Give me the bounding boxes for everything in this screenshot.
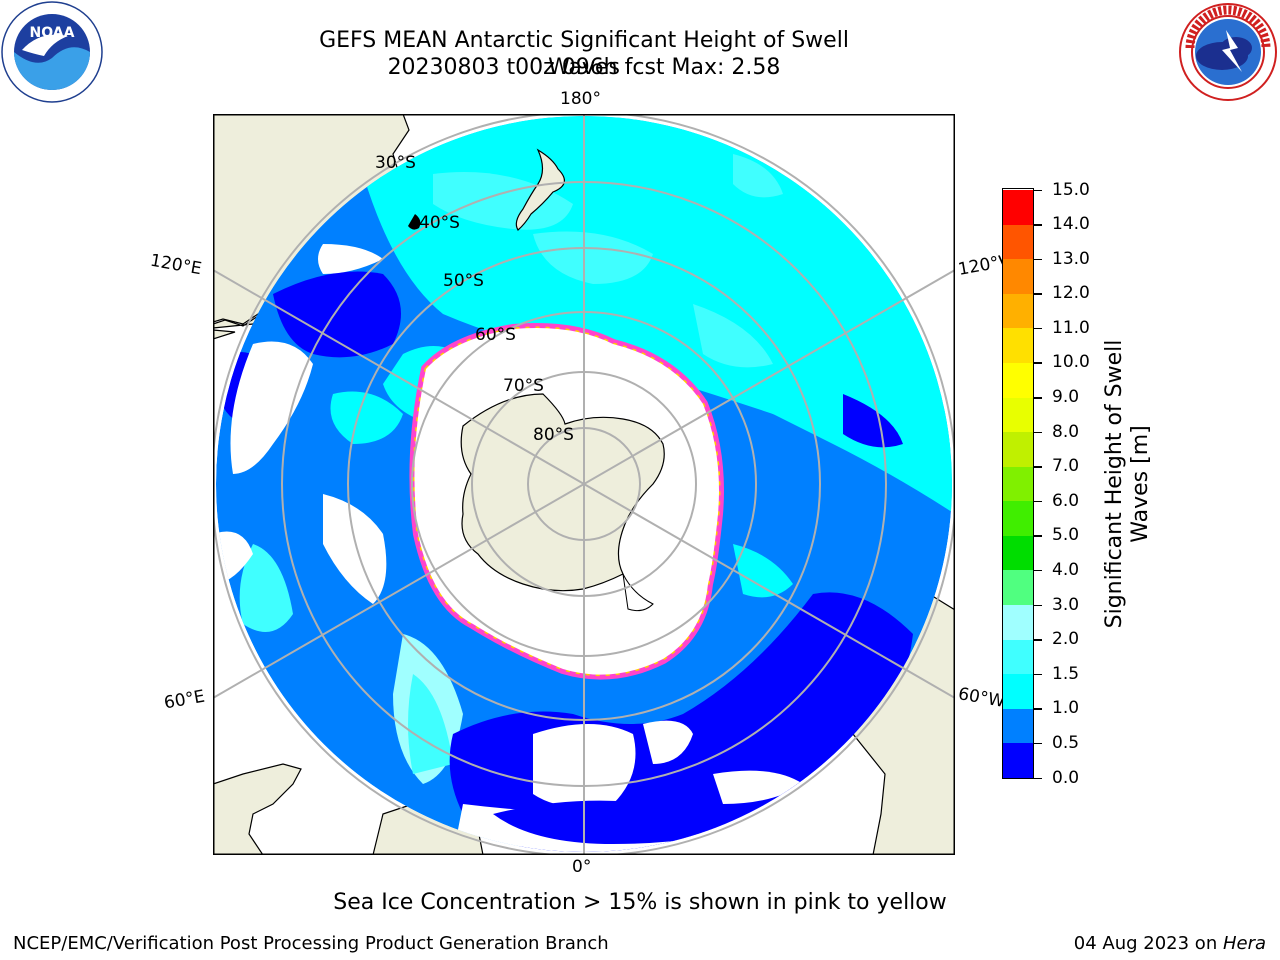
colorbar-tick-label: 1.5 (1052, 663, 1080, 684)
lat-label-50s: 50°S (443, 271, 484, 291)
lon-label-60w: 60°W (956, 684, 1007, 712)
colorbar-tick (1034, 639, 1042, 641)
colorbar-tick (1034, 466, 1042, 468)
lat-label-70s: 70°S (503, 376, 544, 396)
colorbar-title-line1: Significant Height of Swell (1102, 339, 1127, 629)
polar-stereographic-map: 30°S 40°S 50°S 60°S 70°S 80°S (213, 114, 955, 855)
noaa-logo: NOAA (1, 1, 103, 103)
colorbar-tick-label: 14.0 (1052, 214, 1090, 235)
colorbar-segment (1003, 258, 1033, 294)
colorbar-tick (1034, 708, 1042, 710)
chart-subtitle: 20230803 t00z 096h fcst Max: 2.58 (387, 55, 781, 80)
colorbar-segment (1003, 466, 1033, 502)
colorbar-segment (1003, 500, 1033, 536)
colorbar-tick (1034, 604, 1042, 607)
colorbar-tick-label: 2.0 (1052, 629, 1080, 650)
footer-credit: NCEP/EMC/Verification Post Processing Pr… (13, 933, 609, 954)
colorbar-tick (1034, 258, 1042, 261)
colorbar-tick-label: 10.0 (1052, 352, 1090, 373)
colorbar-tick-label: 4.0 (1052, 559, 1080, 580)
colorbar-tick (1034, 742, 1042, 745)
nws-logo (1179, 3, 1277, 101)
colorbar-segment (1003, 708, 1033, 744)
colorbar-segment (1003, 293, 1033, 329)
noaa-logo-text: NOAA (30, 25, 75, 41)
lat-label-40s: 40°S (419, 213, 460, 233)
lon-label-180: 180° (560, 89, 601, 109)
colorbar-tick (1034, 431, 1042, 434)
colorbar-title-line2: Waves [m] (1128, 425, 1153, 543)
chart-title: GEFS MEAN Antarctic Significant Height o… (319, 28, 849, 80)
colorbar-tick (1034, 397, 1042, 399)
colorbar-tick (1034, 224, 1042, 226)
colorbar-segment (1003, 189, 1033, 225)
colorbar-segment (1003, 639, 1033, 675)
footer-date-text: 04 Aug 2023 on (1073, 933, 1223, 954)
colorbar-tick-label: 1.0 (1052, 698, 1080, 719)
footer-host: Hera (1222, 933, 1266, 954)
colorbar-segment (1003, 224, 1033, 260)
colorbar-tick (1034, 327, 1042, 330)
colorbar-tick-label: 5.0 (1052, 525, 1080, 546)
colorbar-segment (1003, 327, 1033, 363)
colorbar-segment (1003, 569, 1033, 606)
colorbar-segment (1003, 431, 1033, 467)
sea-ice-note: Sea Ice Concentration > 15% is shown in … (333, 890, 947, 915)
colorbar-tick-label: 9.0 (1052, 387, 1080, 408)
colorbar-title: Significant Height of Swell Waves [m] (1102, 340, 1154, 629)
colorbar-tick-label: 12.0 (1052, 283, 1090, 304)
colorbar-tick (1034, 189, 1042, 191)
colorbar-segment (1003, 604, 1033, 640)
colorbar-tick-label: 11.0 (1052, 317, 1090, 338)
colorbar-segment (1003, 742, 1033, 778)
colorbar-tick-label: 0.5 (1052, 732, 1080, 753)
lat-label-30s: 30°S (375, 153, 416, 173)
colorbar-segment (1003, 673, 1033, 709)
map-frame (213, 114, 955, 855)
colorbar-segment (1003, 397, 1033, 433)
lon-label-0: 0° (572, 857, 592, 877)
colorbar-tick (1034, 535, 1042, 537)
footer-date: 04 Aug 2023 on Hera (1074, 933, 1266, 954)
colorbar-tick (1034, 293, 1042, 295)
colorbar-tick-label: 6.0 (1052, 490, 1080, 511)
colorbar-tick-label: 7.0 (1052, 456, 1080, 477)
colorbar-tick (1034, 569, 1042, 572)
lat-label-60s: 60°S (475, 325, 516, 345)
colorbar-tick (1034, 777, 1042, 779)
lon-label-60e: 60°E (162, 686, 207, 714)
colorbar-tick (1034, 673, 1042, 676)
colorbar-tick-label: 15.0 (1052, 179, 1090, 200)
lon-label-120e: 120°E (148, 250, 204, 280)
colorbar-tick (1034, 362, 1042, 364)
colorbar-tick-label: 0.0 (1052, 767, 1080, 788)
colorbar-segment (1003, 535, 1033, 571)
graticule (213, 114, 955, 855)
colorbar-tick-label: 8.0 (1052, 421, 1080, 442)
colorbar (1002, 188, 1034, 779)
colorbar-segment (1003, 362, 1033, 398)
colorbar-tick-label: 13.0 (1052, 248, 1090, 269)
lat-label-80s: 80°S (533, 425, 574, 445)
colorbar-tick (1034, 500, 1042, 503)
colorbar-tick-label: 3.0 (1052, 594, 1080, 615)
